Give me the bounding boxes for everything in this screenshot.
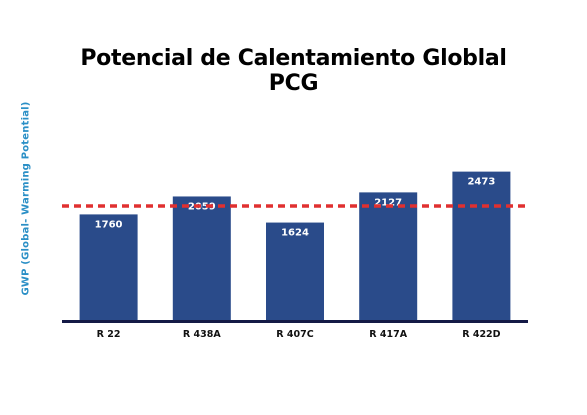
x-tick-label: R 438A: [183, 329, 221, 340]
x-tick-label: R 22: [97, 329, 121, 340]
data-label: 1760: [95, 219, 123, 230]
data-label: 2127: [374, 197, 402, 208]
x-tick-label: R 422D: [462, 329, 500, 340]
chart-title: Potencial de Calentamiento Globlal: [80, 46, 507, 71]
data-label: 2473: [467, 177, 495, 188]
bar-r-417a: [359, 192, 418, 320]
bar-r-22: [79, 214, 138, 320]
bar-r-422d: [452, 171, 511, 320]
bar-r-438a: [172, 196, 231, 320]
chart-subtitle: PCG: [268, 71, 319, 96]
data-label: 2059: [188, 201, 216, 212]
x-tick-label: R 417A: [369, 329, 407, 340]
bar-r-407c: [266, 222, 324, 320]
data-label: 1624: [281, 228, 309, 239]
x-axis-line: [62, 320, 528, 323]
x-tick-label: R 407C: [276, 329, 313, 340]
